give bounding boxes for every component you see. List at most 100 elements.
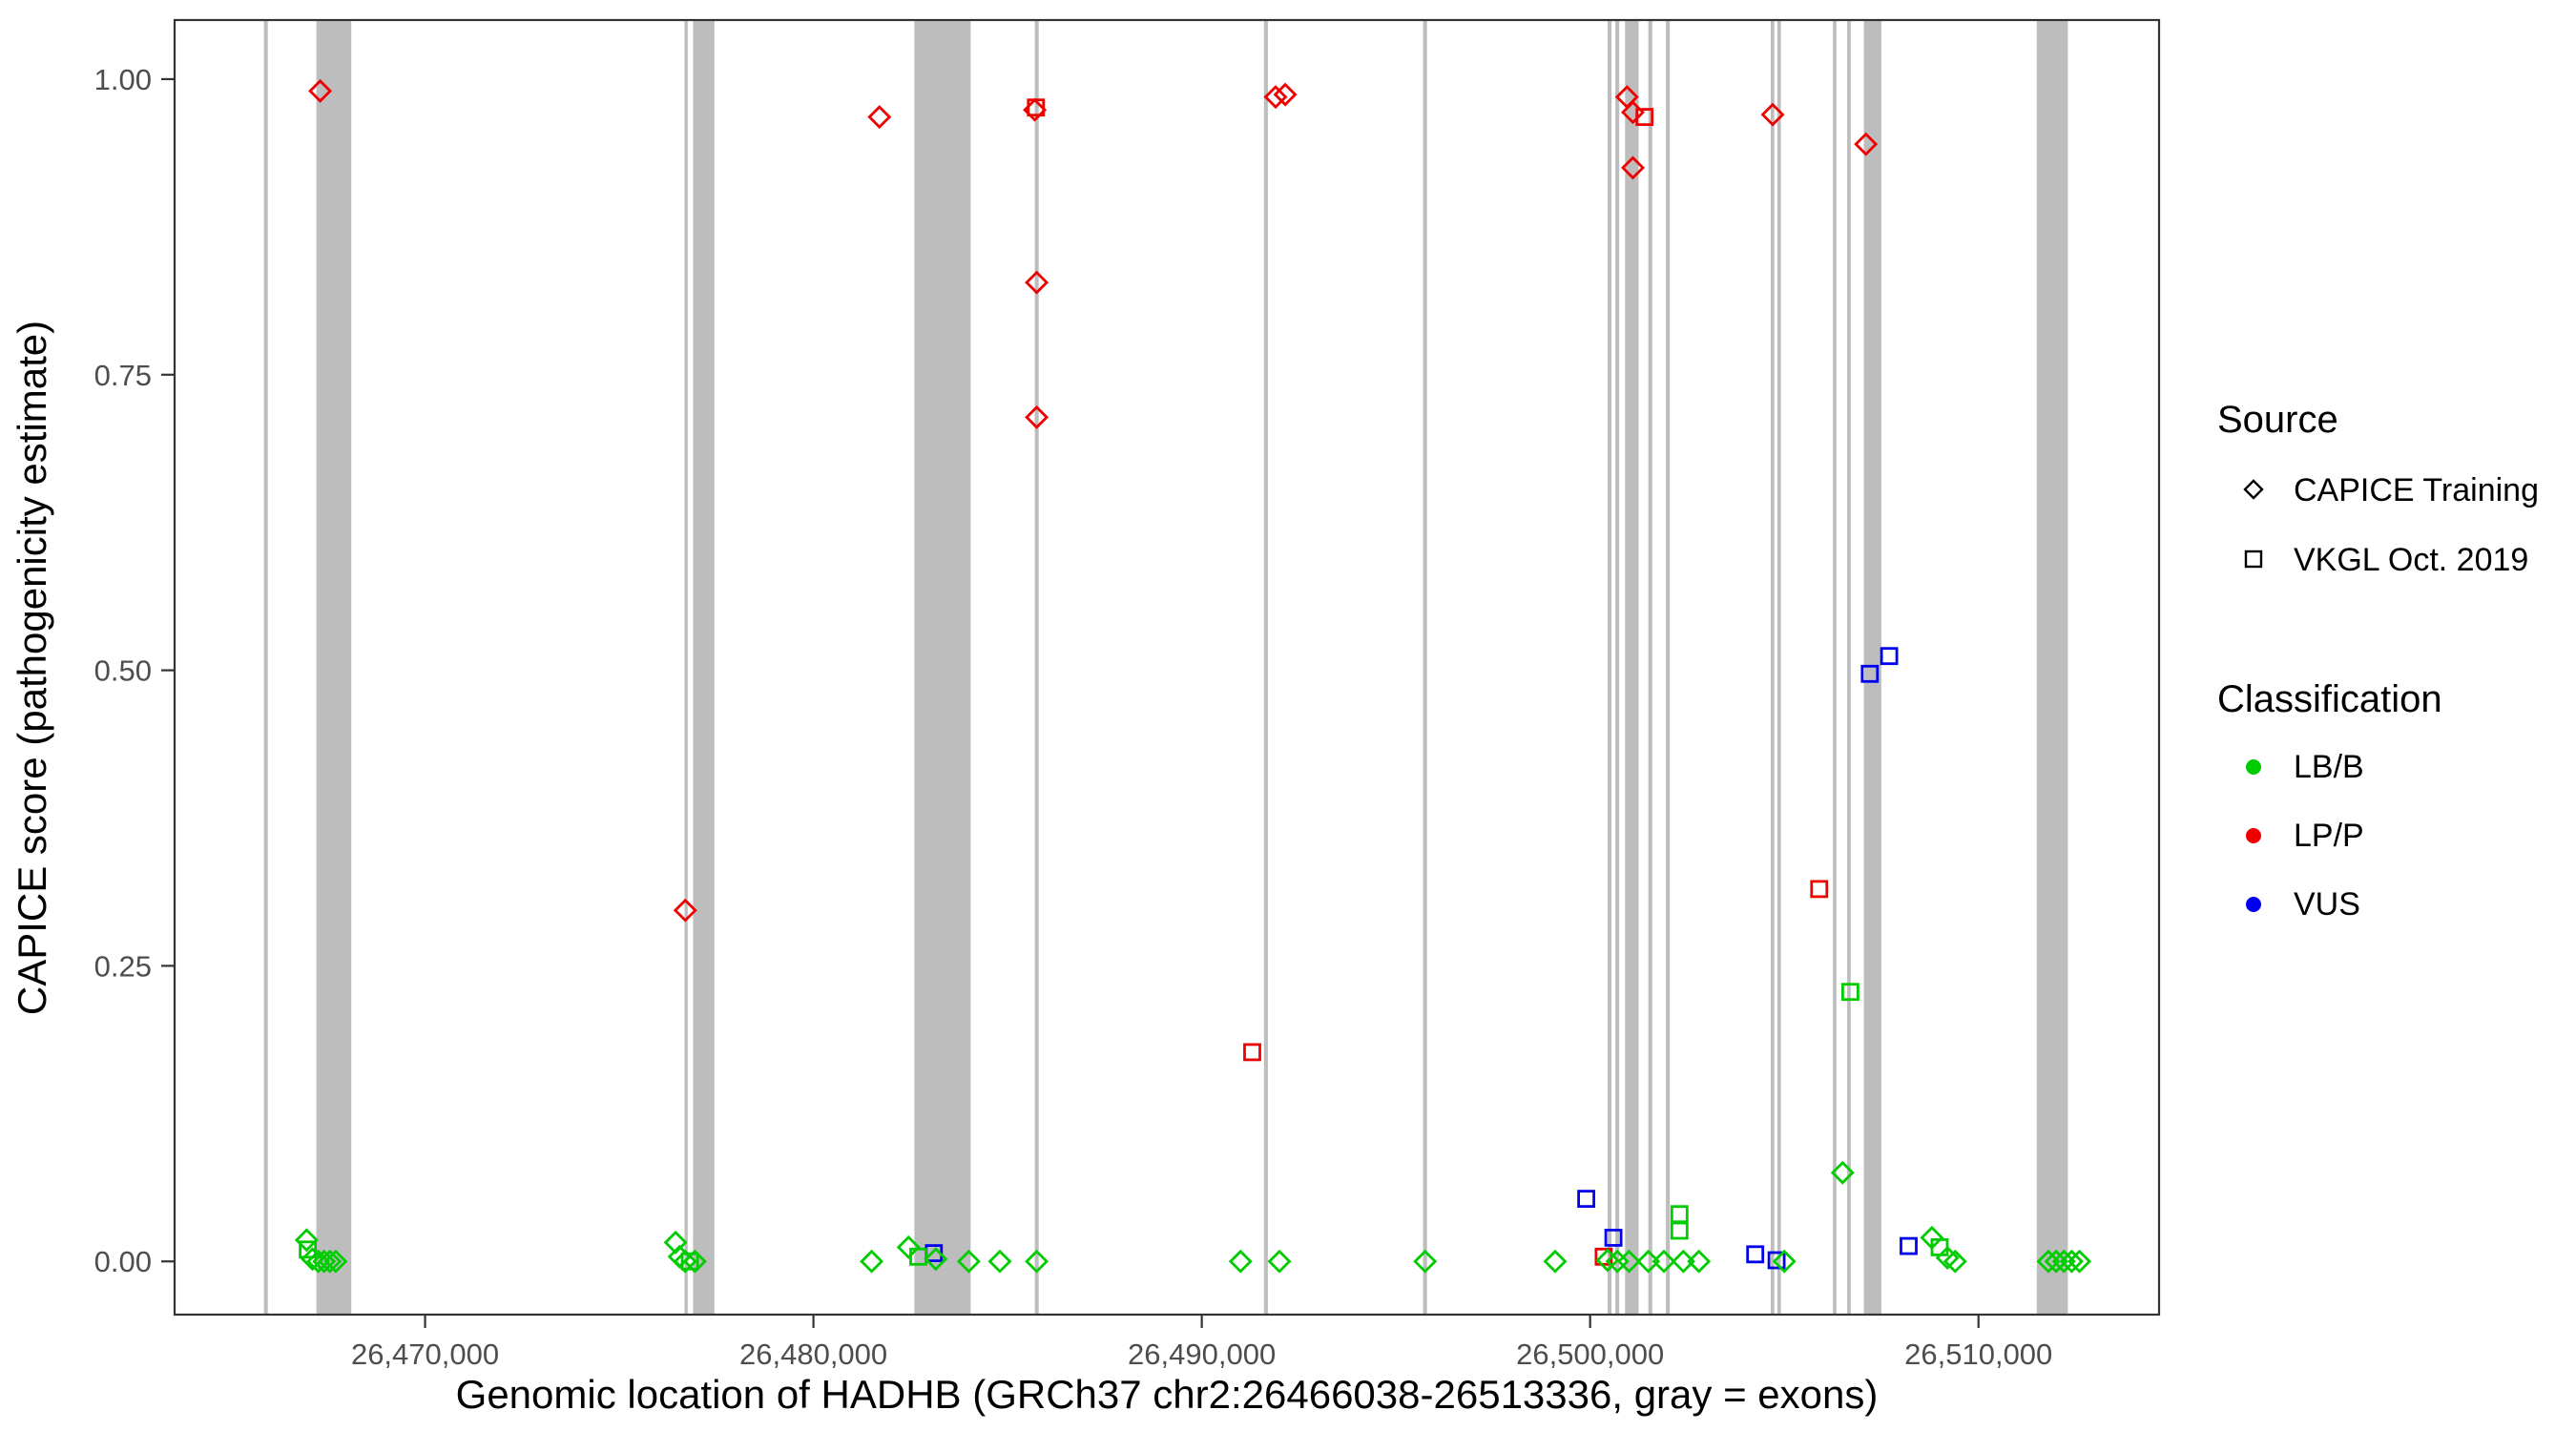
data-point-diamond — [1652, 1249, 1676, 1274]
data-point-square — [1635, 108, 1654, 126]
legend-capice-training-label: CAPICE Training — [2294, 472, 2539, 508]
data-point-square — [299, 1240, 318, 1259]
x-tick-label: 26,470,000 — [351, 1338, 499, 1371]
data-point-diamond — [308, 78, 333, 103]
exon-bar — [1034, 20, 1039, 1315]
data-point-square — [1930, 1238, 1949, 1256]
data-point-square — [1900, 1236, 1918, 1255]
data-point-diamond — [1830, 1160, 1855, 1185]
data-point-diamond — [1595, 1248, 1620, 1273]
y-tick-label: 0.50 — [94, 654, 152, 688]
exon-bar — [1263, 20, 1268, 1315]
data-point-square — [1767, 1251, 1786, 1270]
data-point-diamond — [2044, 1249, 2068, 1274]
data-point-diamond — [2036, 1249, 2061, 1274]
data-point-diamond — [1228, 1249, 1253, 1274]
data-point-diamond — [1025, 270, 1049, 295]
axis-ticks-layer: 26,470,000 26,480,000 26,490,000 26,500,000… — [94, 63, 2053, 1371]
exon-bar — [263, 20, 268, 1315]
legend-classification-title: Classification — [2217, 678, 2442, 720]
exon-bar — [1666, 20, 1671, 1315]
exon-bar — [914, 20, 971, 1315]
data-point-diamond — [323, 1249, 348, 1274]
panel-border — [173, 18, 2161, 1317]
exon-bar — [1771, 20, 1775, 1315]
data-point-diamond — [1413, 1249, 1438, 1274]
data-point-diamond — [2067, 1249, 2092, 1274]
data-point-square — [1027, 98, 1046, 117]
data-point-square — [1604, 1229, 1623, 1247]
data-point-square — [680, 1252, 699, 1271]
exon-bar — [693, 20, 715, 1315]
exon-bar — [1648, 20, 1652, 1315]
data-point-diamond — [682, 1249, 707, 1274]
exon-bar — [316, 20, 352, 1315]
x-tick-label: 26,490,000 — [1128, 1338, 1276, 1371]
legend-source-title: Source — [2217, 399, 2338, 441]
data-point-square — [1670, 1205, 1689, 1224]
legend-capice-training-diamond-icon — [2243, 479, 2264, 500]
legend-lbb-label: LB/B — [2294, 749, 2364, 785]
data-point-diamond — [2059, 1249, 2084, 1274]
data-point-diamond — [956, 1249, 981, 1274]
data-point-diamond — [1025, 404, 1049, 429]
data-point-diamond — [2051, 1249, 2076, 1274]
x-tick-label: 26,510,000 — [1904, 1338, 2052, 1371]
data-point-diamond — [1273, 82, 1298, 107]
data-point-diamond — [1636, 1249, 1661, 1274]
exon-bar — [1833, 20, 1837, 1315]
data-point-diamond — [663, 1230, 688, 1255]
data-point-diamond — [1263, 85, 1288, 110]
exon-bar — [1776, 20, 1781, 1315]
y-axis-title: CAPICE score (pathogenicity estimate) — [10, 321, 54, 1015]
data-point-diamond — [867, 105, 892, 130]
x-axis-title: Genomic location of HADHB (GRCh37 chr2:2… — [456, 1372, 1879, 1417]
data-point-diamond — [1671, 1249, 1695, 1274]
legend-lpp-dot — [2246, 828, 2261, 843]
data-point-square — [1880, 647, 1899, 666]
data-point-diamond — [673, 1249, 697, 1274]
data-point-diamond — [1025, 1249, 1049, 1274]
data-point-diamond — [860, 1249, 884, 1274]
legend-vkgl-label: VKGL Oct. 2019 — [2294, 542, 2528, 578]
data-point-diamond — [1942, 1249, 1967, 1274]
data-point-square — [1810, 880, 1829, 899]
exon-bars-layer — [263, 20, 2068, 1315]
data-point-diamond — [987, 1249, 1012, 1274]
data-point-diamond — [1687, 1249, 1712, 1274]
y-tick-label: 0.75 — [94, 359, 152, 392]
exon-bar — [1625, 20, 1639, 1315]
y-tick-label: 1.00 — [94, 63, 152, 96]
exon-bar — [2036, 20, 2068, 1315]
data-point-diamond — [1267, 1249, 1292, 1274]
exon-bar — [684, 20, 688, 1315]
data-point-diamond — [1760, 102, 1785, 127]
data-point-diamond — [294, 1228, 319, 1253]
data-point-diamond — [924, 1247, 948, 1272]
y-tick-label: 0.25 — [94, 949, 152, 983]
y-tick-label: 0.00 — [94, 1245, 152, 1278]
data-point-diamond — [673, 898, 697, 923]
legend-lbb-dot — [2246, 759, 2261, 775]
data-point-square — [1860, 664, 1880, 683]
exon-bar — [1608, 20, 1612, 1315]
data-point-square — [1746, 1245, 1765, 1264]
x-tick-label: 26,480,000 — [739, 1338, 887, 1371]
data-point-square — [1243, 1043, 1261, 1062]
data-point-diamond — [1616, 1249, 1641, 1274]
exon-bar — [1615, 20, 1620, 1315]
data-point-diamond — [1772, 1249, 1797, 1274]
data-point-diamond — [1543, 1249, 1568, 1274]
data-point-square — [1841, 983, 1859, 1002]
legend: Source CAPICE Training VKGL Oct. 2019 Cl… — [2217, 399, 2539, 923]
exon-bar — [1847, 20, 1851, 1315]
data-point-diamond — [1854, 132, 1879, 156]
data-point-square — [1577, 1190, 1595, 1208]
data-point-square — [1670, 1221, 1689, 1240]
data-points-layer — [294, 78, 2092, 1274]
legend-vus-dot — [2246, 897, 2261, 912]
legend-vus-label: VUS — [2294, 886, 2360, 923]
data-point-diamond — [318, 1249, 343, 1274]
